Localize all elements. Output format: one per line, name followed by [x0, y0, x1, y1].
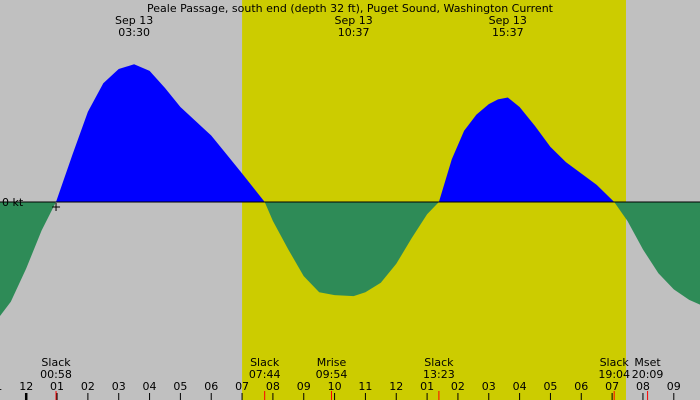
event-time-0: 00:58 — [40, 368, 72, 381]
peak-time-0: 03:30 — [118, 26, 150, 39]
hour-label-20: 07 — [605, 380, 619, 393]
current-curve — [0, 64, 700, 316]
event-label-3: Slack — [424, 356, 454, 369]
hour-label-17: 04 — [513, 380, 527, 393]
hour-label-0: 11 — [0, 380, 2, 393]
hour-label-3: 02 — [81, 380, 95, 393]
peak-time-1: 10:37 — [338, 26, 370, 39]
ebb-area-2 — [264, 202, 439, 297]
event-time-1: 07:44 — [249, 368, 281, 381]
hour-label-7: 06 — [204, 380, 218, 393]
hour-axis: 11 12 01 02 03 04 05 06 07 08 09 10 11 12 01 02 03 04 05 06… — [0, 380, 681, 400]
hour-label-22: 09 — [667, 380, 681, 393]
event-time-4: 19:04 — [598, 368, 630, 381]
chart-title: Peale Passage, south end (depth 32 ft), … — [147, 2, 554, 15]
hour-label-6: 05 — [173, 380, 187, 393]
event-labels: Slack00:58Slack07:44Mrise09:54Slack13:23… — [40, 356, 663, 400]
hour-label-13: 12 — [389, 380, 403, 393]
hour-label-12: 11 — [358, 380, 372, 393]
hour-label-18: 05 — [543, 380, 557, 393]
hour-label-2: 01 — [50, 380, 64, 393]
event-label-1: Slack — [250, 356, 280, 369]
hour-label-16: 03 — [482, 380, 496, 393]
event-label-0: Slack — [41, 356, 71, 369]
first-slack-crosshair — [52, 203, 61, 211]
hour-label-21: 08 — [636, 380, 650, 393]
peak-time-2: 15:37 — [492, 26, 524, 39]
hour-label-4: 03 — [112, 380, 126, 393]
hour-label-14: 01 — [420, 380, 434, 393]
ebb-area-0 — [0, 202, 56, 316]
hour-label-10: 09 — [297, 380, 311, 393]
hour-label-5: 04 — [143, 380, 157, 393]
hour-label-8: 07 — [235, 380, 249, 393]
flood-area-1 — [56, 64, 265, 202]
peak-date-2: Sep 13 — [489, 14, 527, 27]
ebb-area-4 — [614, 202, 700, 305]
hour-label-1: 12 — [19, 380, 33, 393]
hour-label-19: 06 — [574, 380, 588, 393]
event-label-4: Slack — [600, 356, 630, 369]
event-time-3: 13:23 — [423, 368, 455, 381]
hour-label-15: 02 — [451, 380, 465, 393]
flood-area-3 — [438, 97, 615, 202]
event-label-5: Mset — [634, 356, 661, 369]
peak-date-0: Sep 13 — [115, 14, 153, 27]
event-label-2: Mrise — [317, 356, 347, 369]
zero-kt-label: 0 kt — [2, 196, 24, 209]
hour-label-9: 08 — [266, 380, 280, 393]
hour-label-11: 10 — [328, 380, 342, 393]
peak-date-1: Sep 13 — [334, 14, 372, 27]
event-time-2: 09:54 — [316, 368, 348, 381]
event-time-5: 20:09 — [632, 368, 664, 381]
